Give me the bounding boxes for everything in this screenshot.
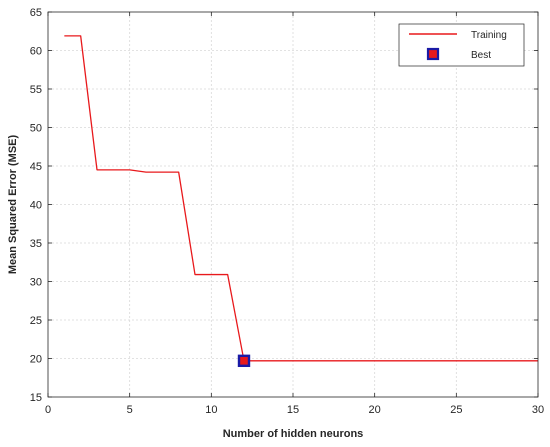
legend-best-label: Best [471, 50, 491, 61]
legend: Training Best [398, 23, 525, 67]
x-axis-label: Number of hidden neurons [223, 428, 364, 440]
y-tick-label: 55 [30, 84, 42, 96]
tick-layer: 0 5 10 15 20 25 30 15 20 25 30 35 40 45 50 55 60 65 [30, 7, 544, 416]
y-tick-label: 65 [30, 7, 42, 19]
best-point-marker [237, 354, 251, 368]
x-tick-label: 20 [369, 404, 381, 416]
x-tick-label: 0 [45, 404, 51, 416]
y-tick-label: 50 [30, 123, 42, 135]
x-tick-label: 15 [287, 404, 299, 416]
y-tick-label: 40 [30, 200, 42, 212]
y-tick-label: 20 [30, 354, 42, 366]
y-tick-label: 30 [30, 277, 42, 289]
x-tick-label: 10 [205, 404, 217, 416]
legend-training-label: Training [471, 30, 507, 41]
series-line-training [64, 35, 538, 362]
y-tick-label: 45 [30, 161, 42, 173]
plot-frame [47, 11, 539, 398]
y-tick-label: 35 [30, 238, 42, 250]
y-tick-label: 60 [30, 46, 42, 58]
x-tick-label: 5 [127, 404, 133, 416]
y-axis-label: Mean Squared Error (MSE) [7, 134, 19, 274]
y-tick-label: 25 [30, 315, 42, 327]
x-tick-label: 30 [532, 404, 544, 416]
x-tick-label: 25 [450, 404, 462, 416]
series-layer [64, 35, 538, 368]
grid [48, 12, 538, 397]
legend-best-swatch [426, 47, 440, 61]
y-tick-label: 15 [30, 392, 42, 404]
legend-box [398, 23, 525, 67]
